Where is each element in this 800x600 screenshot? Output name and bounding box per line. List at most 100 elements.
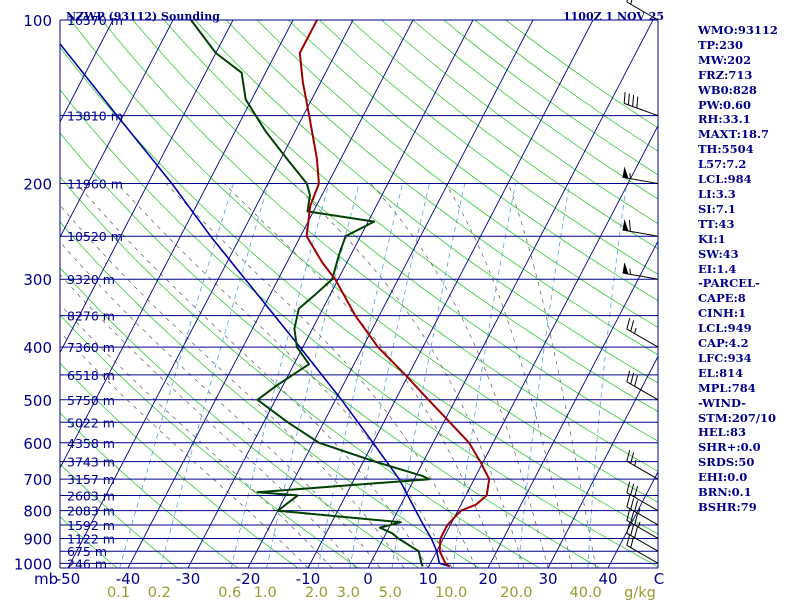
temperature-tick-label: -20 <box>236 570 261 588</box>
height-label: 4358 m <box>67 436 115 451</box>
dry-adiabat <box>60 314 359 568</box>
height-label: 3743 m <box>67 455 115 470</box>
pressure-tick-label: 200 <box>23 176 52 194</box>
mixing-ratio-label: 20.0 <box>500 585 532 600</box>
temperature-tick-label: 30 <box>538 570 557 588</box>
temperature-tick-label: 0 <box>363 570 373 588</box>
dry-adiabat <box>101 20 658 472</box>
dewpoint-trace <box>190 20 431 567</box>
height-label: 675 m <box>67 544 107 559</box>
sounding-index: STM:207/10 <box>698 410 777 425</box>
height-label: 9320 m <box>67 272 115 287</box>
temperature-trace <box>298 20 491 568</box>
height-label: 6518 m <box>67 368 115 383</box>
temperature-tick-label: -30 <box>176 570 201 588</box>
moist-adiabat <box>117 183 453 568</box>
height-label: 16570 m <box>67 13 123 28</box>
sounding-index: SW:43 <box>698 246 739 261</box>
height-label: 1122 m <box>67 531 115 546</box>
height-label: 7360 m <box>67 340 115 355</box>
isotherm <box>367 20 654 568</box>
dry-adiabat <box>60 89 658 568</box>
dry-adiabat <box>225 20 658 356</box>
isotherm <box>607 470 658 568</box>
sounding-indices-panel: WMO:93112 TP:230 MW:202 FRZ:713 WB0:828 PW:0.… <box>698 23 778 515</box>
sounding-index: KI:1 <box>698 231 726 246</box>
dry-adiabat <box>60 412 238 568</box>
mixing-ratio-line <box>517 183 570 568</box>
height-label: 13810 m <box>67 109 123 124</box>
moist-adiabat <box>224 183 501 568</box>
height-label: 5022 m <box>67 415 115 430</box>
isotherm <box>60 20 114 123</box>
wind-barb <box>622 219 659 237</box>
isotherm <box>487 240 658 568</box>
isotherm <box>60 20 174 239</box>
temperature-tick-label: -40 <box>116 570 141 588</box>
wind-barb <box>626 370 659 401</box>
pressure-unit-label: mb <box>34 570 58 588</box>
isotherm <box>60 20 234 354</box>
moist-adiabat <box>60 241 381 568</box>
pressure-tick-label: 900 <box>23 530 52 548</box>
mixing-ratio-label: 10.0 <box>435 585 467 600</box>
sounding-index: BRN:0.1 <box>698 485 752 500</box>
mixing-ratio-line <box>119 183 234 568</box>
sounding-index: EI:1.4 <box>698 261 737 276</box>
mixing-ratio-line <box>452 183 516 568</box>
mixing-ratio-label: 40.0 <box>570 585 602 600</box>
moist-adiabat <box>445 183 573 568</box>
sounding-index: CAP:4.2 <box>698 336 749 351</box>
sounding-index: WB0:828 <box>698 82 757 97</box>
pressure-tick-label: 1000 <box>14 555 52 573</box>
isotherm <box>67 20 354 568</box>
mixing-ratio-label: 1.0 <box>254 585 277 600</box>
dry-adiabat <box>60 267 419 568</box>
height-label: 10520 m <box>67 229 123 244</box>
sounding-index: MW:202 <box>698 52 752 67</box>
dry-adiabat <box>319 20 658 275</box>
sounding-index: LCL:984 <box>698 172 752 187</box>
sounding-index: SI:7.1 <box>698 201 736 216</box>
sounding-index: EL:814 <box>698 365 744 380</box>
sounding-index: MPL:784 <box>698 380 756 395</box>
mixing-ratio-label: 0.2 <box>148 585 171 600</box>
sounding-index: LCL:949 <box>698 321 752 336</box>
sounding-index: HEL:83 <box>698 425 746 440</box>
dry-adiabat <box>60 362 299 568</box>
sounding-index: FRZ:713 <box>698 67 753 82</box>
dry-adiabat <box>60 176 540 568</box>
moist-adiabat <box>60 331 309 568</box>
temperature-unit-label: C <box>654 570 664 588</box>
sounding-index: RH:33.1 <box>698 112 751 127</box>
pressure-tick-label: 100 <box>23 12 52 30</box>
wind-barb <box>622 166 659 185</box>
dry-adiabat <box>60 516 118 568</box>
mixing-ratio-line <box>587 183 627 568</box>
sounding-index: BSHR:79 <box>698 500 757 514</box>
moist-adiabat <box>76 183 429 568</box>
moist-adiabat <box>60 303 333 568</box>
sounding-index: TH:5504 <box>698 142 754 157</box>
wind-barb <box>626 450 659 480</box>
height-label: 5750 m <box>67 393 115 408</box>
temperature-tick-label: 40 <box>598 570 617 588</box>
moist-adiabat <box>293 183 525 568</box>
sounding-index: SRDS:50 <box>698 455 755 470</box>
mixing-ratio-line <box>391 183 466 568</box>
sounding-index: TP:230 <box>698 37 744 52</box>
wind-barb <box>622 262 659 280</box>
height-label: 11960 m <box>67 177 123 192</box>
height-label: 8276 m <box>67 309 115 324</box>
height-label: 1592 m <box>67 518 115 533</box>
pressure-tick-label: 800 <box>23 503 52 521</box>
wind-barb <box>626 534 659 564</box>
sounding-index: WMO:93112 <box>698 23 778 37</box>
sounding-index: CINH:1 <box>698 306 747 321</box>
sounding-index: MAXT:18.7 <box>698 127 769 142</box>
height-label: 2083 m <box>67 504 115 519</box>
dry-adiabat <box>194 20 658 384</box>
isotherm <box>247 20 534 568</box>
sounding-index: LFC:934 <box>698 350 752 365</box>
